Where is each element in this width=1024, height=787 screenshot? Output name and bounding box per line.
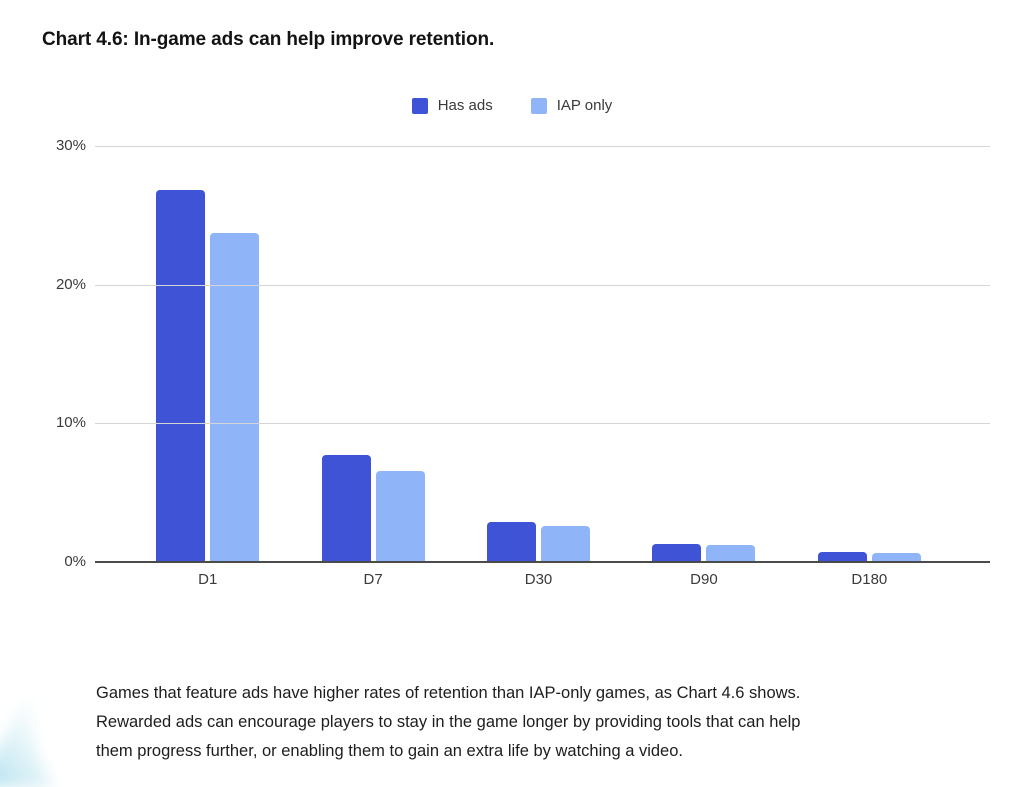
y-axis-tick-label: 20% <box>55 275 86 293</box>
x-axis-labels: D1 D7 D30 D90 D180 <box>125 571 952 588</box>
legend-swatch-iap-only <box>530 97 547 114</box>
bar-has-ads-d1 <box>156 190 206 562</box>
legend-item-has-ads: Has ads <box>411 97 493 114</box>
bar-iap-only-d90 <box>706 545 756 562</box>
caption-line: Games that feature ads have higher rates… <box>96 684 801 702</box>
gridline-10 <box>95 423 990 425</box>
caption-line: them progress further, or enabling them … <box>96 742 683 760</box>
bar-has-ads-d180 <box>817 552 867 562</box>
x-axis-label-d1: D1 <box>198 571 218 588</box>
caption: Games that feature ads have higher rates… <box>96 679 956 766</box>
chart-title: Chart 4.6: In-game ads can help improve … <box>42 29 495 50</box>
legend-item-iap-only: IAP only <box>530 97 613 114</box>
plot-area <box>95 146 990 563</box>
bar-group-d7 <box>290 146 455 562</box>
bar-iap-only-d1 <box>210 233 260 562</box>
x-axis-label-d30: D30 <box>524 571 553 588</box>
x-axis-label-d180: D180 <box>851 571 888 588</box>
y-axis-tick-label: 30% <box>55 137 86 154</box>
bar-group-d1 <box>125 146 290 562</box>
bar-has-ads-d30 <box>487 521 537 562</box>
x-axis-label-d90: D90 <box>690 571 718 588</box>
bar-iap-only-d7 <box>375 470 425 562</box>
bar-has-ads-d7 <box>321 455 371 562</box>
bar-has-ads-d90 <box>652 544 702 562</box>
legend-swatch-has-ads <box>411 97 428 114</box>
y-axis-tick-label: 10% <box>55 414 86 432</box>
gridline-20 <box>95 284 990 286</box>
bar-iap-only-d180 <box>871 553 921 562</box>
y-axis-tick-label: 0% <box>64 553 86 570</box>
bar-iap-only-d30 <box>541 525 591 562</box>
bar-group-d30 <box>456 146 621 562</box>
x-axis-label-d7: D7 <box>363 571 383 588</box>
x-axis-line <box>95 561 990 563</box>
decorative-corner-swoosh <box>0 685 54 787</box>
bar-groups <box>125 146 952 562</box>
bar-group-d90 <box>621 146 786 562</box>
bar-group-d180 <box>787 146 952 562</box>
legend-label-has-ads: Has ads <box>437 97 493 114</box>
gridline-30 <box>95 146 990 147</box>
chart-legend: Has ads IAP only <box>0 97 1024 114</box>
legend-label-iap-only: IAP only <box>556 97 613 114</box>
caption-line: Rewarded ads can encourage players to st… <box>96 713 801 731</box>
